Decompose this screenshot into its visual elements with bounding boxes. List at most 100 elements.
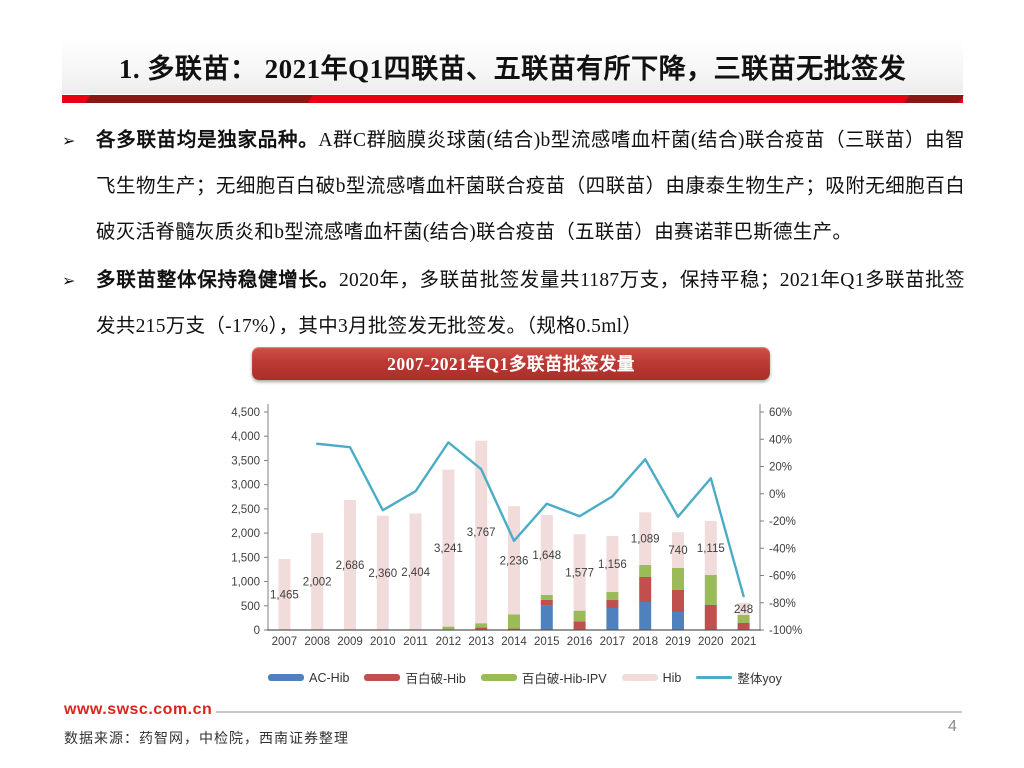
- legend-item-整体yoy: 整体yoy: [696, 668, 782, 687]
- underline-accent-left: [85, 95, 313, 103]
- chart-legend: AC-Hib 百白破-Hib 百白破-Hib-IPV Hib 整体yoy: [225, 668, 825, 687]
- bar-data-label: 3,767: [467, 527, 496, 539]
- left-axis-tick-label: 1,000: [231, 577, 260, 589]
- bar-segment-Hib: [311, 533, 324, 630]
- bar-segment-AC-Hib: [672, 611, 684, 630]
- bar-data-label: 1,089: [631, 534, 660, 546]
- x-axis-label: 2020: [698, 636, 724, 648]
- bullet-body-2: 2020年，多联苗批签发量共1187万支，保持平稳；2021年Q1多联苗批签发共…: [96, 270, 965, 337]
- bar-data-label: 1,156: [598, 559, 627, 571]
- left-axis-tick-label: 2,500: [231, 504, 260, 516]
- right-axis-tick-label: 40%: [769, 434, 792, 446]
- bullet-text-1: 各多联苗均是独家品种。A群C群脑膜炎球菌(结合)b型流感嗜血杆菌(结合)联合疫苗…: [96, 118, 965, 256]
- bar-segment-百白破-Hib-IPV: [475, 623, 488, 628]
- footer-divider: [216, 711, 962, 713]
- x-axis-label: 2010: [370, 636, 396, 648]
- x-axis-label: 2008: [304, 636, 330, 648]
- legend-swatch-百白破-Hib: [364, 674, 401, 681]
- x-axis-label: 2014: [501, 636, 527, 648]
- bar-segment-百白破-Hib: [737, 622, 750, 630]
- bar-segment-百白破-Hib-IPV: [639, 564, 652, 578]
- title-underline-band: [62, 95, 964, 103]
- legend-label: 百白破-Hib: [405, 672, 466, 686]
- bullet-lead-2: 多联苗整体保持稳健增长。: [96, 270, 339, 291]
- bar-segment-Hib: [639, 512, 652, 565]
- x-axis-label: 2012: [436, 636, 462, 648]
- bar-data-label: 2,236: [500, 555, 529, 567]
- x-axis-label: 2018: [632, 636, 658, 648]
- right-axis-tick-label: -20%: [769, 516, 796, 528]
- bar-segment-百白破-Hib: [606, 600, 619, 609]
- bar-data-label: 3,241: [434, 543, 463, 555]
- slide-header: 1. 多联苗： 2021年Q1四联苗、五联苗有所下降，三联苗无批签发: [62, 38, 963, 94]
- bar-segment-百白破-Hib-IPV: [573, 610, 586, 622]
- legend-item-百白破-Hib-IPV: 百白破-Hib-IPV: [480, 668, 607, 687]
- legend-swatch-百白破-Hib-IPV: [480, 674, 517, 681]
- bar-segment-百白破-Hib: [540, 599, 553, 606]
- underline-accent-right: [904, 95, 964, 103]
- legend-label: Hib: [662, 670, 682, 685]
- bullet-body-1: A群C群脑膜炎球菌(结合)b型流感嗜血杆菌(结合)联合疫苗（三联苗）由智飞生物生…: [96, 130, 965, 243]
- bar-segment-百白破-Hib-IPV: [672, 567, 684, 590]
- bar-segment-AC-Hib: [639, 601, 652, 630]
- right-axis-tick-label: 60%: [769, 407, 792, 419]
- right-axis-tick-label: 20%: [769, 462, 792, 474]
- bar-segment-百白破-Hib: [508, 628, 520, 630]
- bullet-arrow-icon: ➢: [62, 131, 76, 150]
- x-axis-label: 2021: [731, 636, 757, 648]
- right-axis-tick-label: -100%: [769, 625, 802, 637]
- bar-segment-Hib: [573, 534, 586, 611]
- chart-title-banner: 2007-2021年Q1多联苗批签发量: [252, 347, 770, 380]
- legend-swatch-AC-Hib: [268, 674, 305, 681]
- left-axis-tick-label: 2,000: [231, 528, 260, 540]
- bullet-lead-1: 各多联苗均是独家品种。: [96, 130, 319, 151]
- combo-chart: 0 500 1,000 1,500 2,000 2,500 3,000 3,500 4,000 4…: [225, 390, 825, 660]
- bar-segment-Hib: [278, 559, 291, 630]
- right-axis-tick-label: -40%: [769, 543, 796, 555]
- bullet-arrow-icon: ➢: [62, 271, 76, 290]
- bar-segment-百白破-Hib: [573, 621, 586, 630]
- legend-swatch-整体yoy: [696, 676, 733, 679]
- bar-data-label: 1,115: [697, 543, 725, 555]
- x-axis-label: 2019: [665, 636, 691, 648]
- page-number: 4: [948, 718, 957, 735]
- bar-data-label: 248: [734, 604, 753, 616]
- left-axis-tick-label: 4,500: [231, 407, 260, 419]
- bar-data-label: 2,404: [401, 567, 430, 579]
- x-axis-label: 2007: [272, 636, 298, 648]
- website-url: www.swsc.com.cn: [64, 701, 213, 718]
- bar-segment-百白破-Hib-IPV: [704, 575, 717, 606]
- x-axis-label: 2016: [567, 636, 593, 648]
- left-axis-tick-label: 4,000: [231, 431, 260, 443]
- left-axis-tick-label: 0: [254, 625, 260, 637]
- right-axis-tick-label: -60%: [769, 571, 796, 583]
- legend-label: 整体yoy: [737, 672, 782, 686]
- x-axis-label: 2009: [337, 636, 363, 648]
- left-axis-tick-label: 3,000: [231, 480, 260, 492]
- bar-segment-百白破-Hib-IPV: [508, 614, 520, 629]
- bar-segment-Hib: [442, 469, 455, 627]
- bar-segment-AC-Hib: [606, 608, 619, 630]
- bullet-text-2: 多联苗整体保持稳健增长。2020年，多联苗批签发量共1187万支，保持平稳；20…: [96, 258, 965, 350]
- legend-item-百白破-Hib: 百白破-Hib: [364, 668, 466, 687]
- left-axis-tick-label: 1,500: [231, 552, 260, 564]
- bar-segment-百白破-Hib-IPV: [442, 626, 455, 630]
- chart-title: 2007-2021年Q1多联苗批签发量: [387, 354, 635, 374]
- bullet-item-1: ➢ 各多联苗均是独家品种。A群C群脑膜炎球菌(结合)b型流感嗜血杆菌(结合)联合…: [62, 118, 965, 256]
- bar-segment-Hib: [606, 536, 619, 593]
- bar-segment-百白破-Hib-IPV: [737, 614, 750, 623]
- bar-segment-Hib: [540, 515, 553, 595]
- bar-segment-Hib: [344, 499, 356, 630]
- bar-segment-百白破-Hib-IPV: [540, 594, 553, 600]
- bar-segment-Hib: [704, 521, 717, 576]
- left-axis-tick-label: 3,500: [231, 455, 260, 467]
- right-axis-tick-label: -80%: [769, 598, 796, 610]
- x-axis-label: 2017: [600, 636, 626, 648]
- bar-segment-AC-Hib: [540, 605, 553, 630]
- x-axis-label: 2011: [403, 636, 428, 648]
- x-axis-label: 2015: [534, 636, 560, 648]
- legend-item-Hib: Hib: [621, 670, 682, 685]
- x-axis-label: 2013: [468, 636, 494, 648]
- bar-data-label: 2,002: [303, 577, 332, 589]
